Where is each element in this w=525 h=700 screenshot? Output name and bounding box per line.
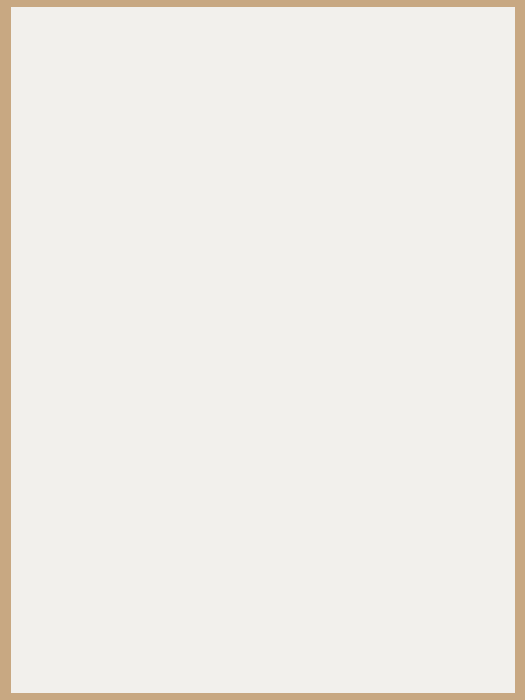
- Text: a.  The Thevenin resistance R: a. The Thevenin resistance R: [75, 283, 256, 296]
- Text: R2: R2: [318, 162, 334, 172]
- Text: 3.  Find the Thevenin voltage and resistor equivalent at terminals A to B: 3. Find the Thevenin voltage and resisto…: [28, 29, 422, 38]
- Text: R1: R1: [184, 82, 200, 92]
- Text: R3: R3: [181, 192, 197, 202]
- Text: 660ohm: 660ohm: [318, 145, 368, 155]
- Text: 2.2kohm: 2.2kohm: [162, 176, 216, 187]
- Text: b.  The Thevenin voltage V: b. The Thevenin voltage V: [75, 318, 239, 330]
- Text: R1: R1: [118, 330, 130, 339]
- Text: TH: TH: [299, 289, 311, 298]
- Text: B: B: [437, 202, 449, 220]
- Text: 12 V: 12 V: [61, 405, 81, 414]
- Text: Vs: Vs: [64, 147, 79, 160]
- Text: 4.: 4.: [16, 248, 30, 261]
- Text: 6 Ohm: 6 Ohm: [184, 412, 215, 421]
- Text: R2: R2: [184, 399, 196, 408]
- Text: 3 Ohm: 3 Ohm: [108, 342, 139, 351]
- Text: V1: V1: [61, 390, 73, 399]
- Text: RL: RL: [331, 403, 343, 414]
- Text: TH: TH: [287, 324, 299, 333]
- Text: Using the circuit diagram shown below, determine the following: Using the circuit diagram shown below, d…: [60, 248, 452, 261]
- Text: 1kohm: 1kohm: [171, 67, 213, 77]
- Text: 12V: 12V: [54, 122, 79, 135]
- Text: A: A: [437, 92, 450, 110]
